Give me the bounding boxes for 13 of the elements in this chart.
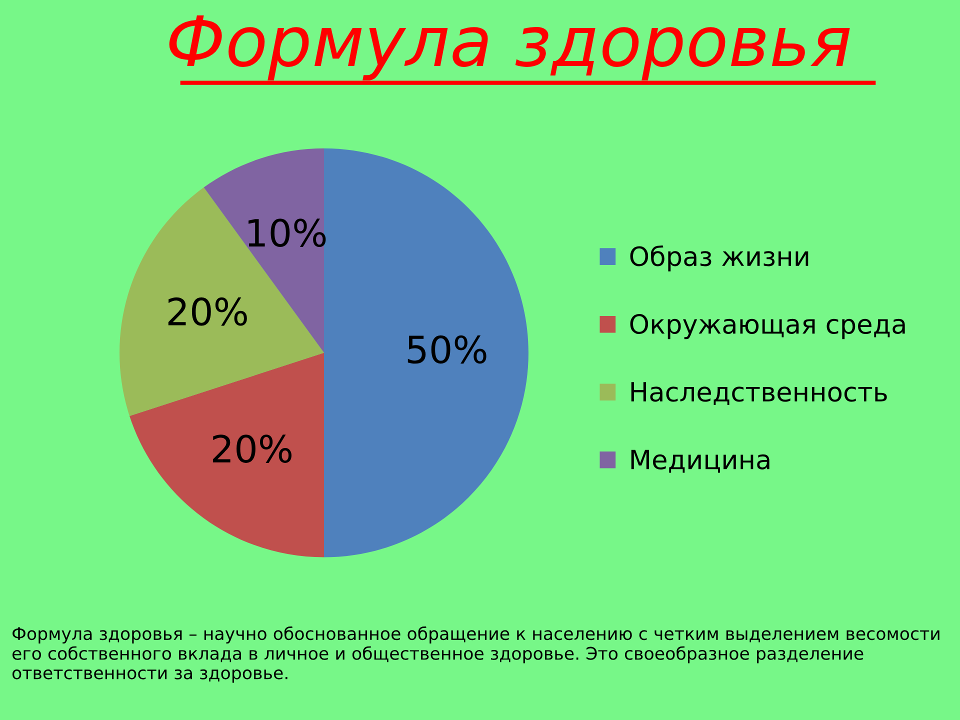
data-label: 20%: [168, 297, 247, 326]
legend-label: Медицина: [631, 450, 770, 473]
pie-slice: [120, 187, 324, 416]
data-label: 50%: [408, 335, 486, 364]
pie-slice: [130, 352, 324, 558]
data-label: 20%: [212, 434, 292, 463]
text: Формула здоровья – научно обоснованное обращение к населению с четким выделением весомости его собственного вклада в личное и общественное здоровье. Это своеобразное разделение ответственности за здоровье.: [12, 626, 940, 683]
legend-label: Образ жизни: [630, 245, 808, 272]
legend-label: Наследственность: [631, 382, 887, 406]
chart-title: Формула здоровья: [169, 15, 850, 80]
pie-slice: [324, 148, 528, 558]
data-label: 10%: [248, 218, 326, 247]
legend-label: Окружающая среда: [630, 314, 905, 340]
